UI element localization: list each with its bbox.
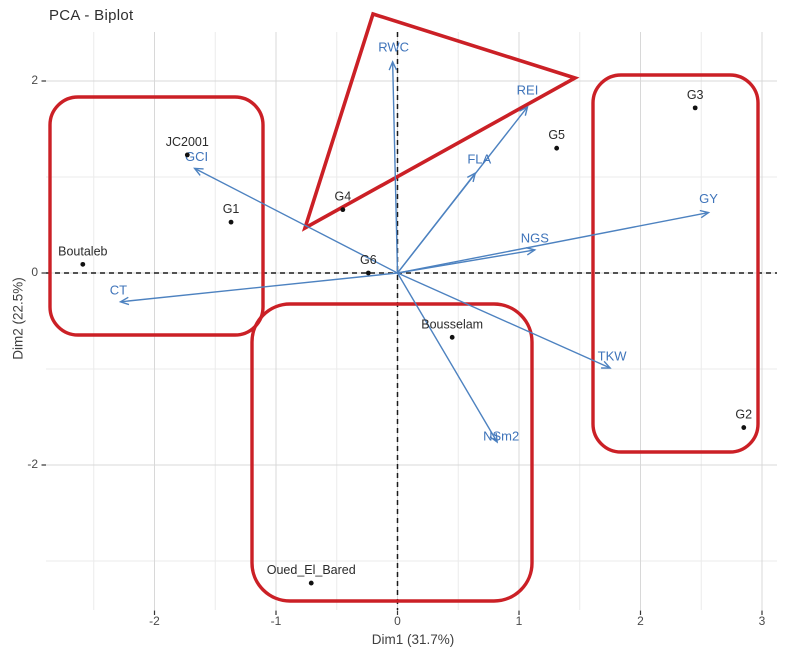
y-tick-label: 2 bbox=[31, 73, 38, 87]
point-G1 bbox=[228, 219, 234, 225]
point-G4 bbox=[340, 207, 346, 213]
point-label-G6: G6 bbox=[360, 253, 377, 267]
vector-label-NSm2: NSm2 bbox=[483, 428, 519, 443]
x-tick-label: 2 bbox=[637, 614, 644, 628]
point-JC2001 bbox=[184, 152, 190, 158]
point-label-G2: G2 bbox=[735, 408, 752, 422]
vector-label-GY: GY bbox=[699, 191, 718, 206]
vector-label-RWC: RWC bbox=[378, 39, 409, 54]
point-label-G1: G1 bbox=[223, 202, 240, 216]
point-label-Oued_El_Bared: Oued_El_Bared bbox=[267, 563, 356, 577]
y-axis-label: Dim2 (22.5%) bbox=[10, 277, 26, 360]
vector-arrowhead-GCI bbox=[193, 167, 204, 176]
point-label-G5: G5 bbox=[548, 128, 565, 142]
vector-GCI bbox=[194, 167, 398, 274]
vector-label-NGS: NGS bbox=[521, 230, 550, 245]
point-Bousselam bbox=[449, 334, 455, 340]
vector-label-FLA: FLA bbox=[467, 152, 491, 167]
vector-label-CT: CT bbox=[110, 282, 127, 297]
x-tick-label: -2 bbox=[149, 614, 160, 628]
point-Boutaleb bbox=[80, 261, 86, 267]
vector-arrowhead-NGS bbox=[525, 247, 537, 256]
vector-label-REI: REI bbox=[517, 82, 539, 97]
point-G5 bbox=[554, 145, 560, 151]
vector-arrowhead-FLA bbox=[466, 171, 477, 183]
vector-GY bbox=[397, 211, 709, 274]
y-tick-label: 0 bbox=[31, 265, 38, 279]
vector-label-GCI: GCI bbox=[185, 149, 208, 164]
cluster-outline-rect-2 bbox=[250, 302, 534, 603]
vector-RWC bbox=[391, 61, 399, 274]
point-label-Boutaleb: Boutaleb bbox=[58, 244, 107, 258]
vector-arrowhead-RWC bbox=[388, 60, 398, 71]
point-label-G4: G4 bbox=[334, 190, 351, 204]
vector-arrowhead-TKW bbox=[601, 360, 612, 369]
vector-arrowhead-NSm2 bbox=[489, 432, 499, 444]
vector-arrowhead-CT bbox=[118, 296, 130, 306]
point-G6 bbox=[365, 270, 371, 276]
vector-label-TKW: TKW bbox=[598, 349, 628, 364]
cluster-outline-triangle bbox=[301, 11, 580, 232]
chart-title: PCA - Biplot bbox=[49, 7, 134, 24]
vector-CT bbox=[120, 272, 398, 303]
vector-arrowhead-REI bbox=[519, 105, 529, 116]
point-label-JC2001: JC2001 bbox=[166, 135, 209, 149]
point-Oued_El_Bared bbox=[308, 580, 314, 586]
cluster-outline-rect-1 bbox=[48, 95, 265, 337]
point-label-Bousselam: Bousselam bbox=[421, 317, 483, 331]
point-G3 bbox=[692, 105, 698, 111]
x-tick-label: 1 bbox=[516, 614, 523, 628]
vector-arrowhead-GY bbox=[699, 209, 711, 219]
vector-NSm2 bbox=[396, 272, 498, 443]
x-tick-label: 0 bbox=[394, 614, 401, 628]
x-axis-label: Dim1 (31.7%) bbox=[371, 632, 455, 647]
x-tick-label: 3 bbox=[759, 614, 766, 628]
point-G2 bbox=[741, 425, 747, 430]
vector-TKW bbox=[397, 272, 611, 369]
cluster-outline-rect-3 bbox=[591, 73, 760, 454]
x-tick-label: -1 bbox=[271, 614, 282, 628]
y-tick-label: -2 bbox=[27, 457, 38, 471]
point-label-G3: G3 bbox=[687, 88, 704, 102]
vector-FLA bbox=[396, 172, 476, 274]
